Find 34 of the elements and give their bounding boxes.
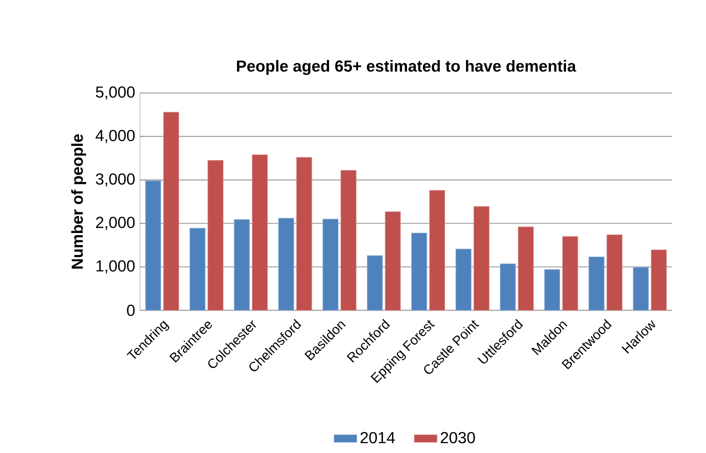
bar [322, 218, 338, 311]
y-tick-label: 1,000 [96, 260, 135, 274]
bar [384, 211, 401, 311]
bar [650, 250, 667, 311]
y-tick-label: 3,000 [96, 173, 135, 187]
bar [252, 154, 268, 311]
bar [296, 157, 312, 311]
bar [340, 170, 356, 311]
y-tick-label: 5,000 [96, 86, 135, 100]
bar [208, 160, 224, 311]
bar [411, 232, 428, 311]
y-tick-label: 2,000 [96, 216, 135, 230]
legend-label: 2030 [440, 432, 475, 444]
bar [429, 190, 446, 311]
bar [562, 236, 578, 311]
bar [500, 264, 516, 311]
bar [518, 226, 534, 311]
y-tick-label: 0 [127, 304, 135, 316]
bar [163, 112, 180, 311]
bar [456, 248, 472, 311]
bar [278, 218, 294, 311]
bar [632, 267, 649, 311]
y-tick-label: 4,000 [96, 130, 135, 144]
y-axis-title: Number of people [71, 134, 86, 269]
bar [606, 234, 622, 311]
bar [366, 255, 383, 311]
bar [190, 228, 206, 311]
bar [474, 206, 490, 311]
bar [234, 219, 250, 311]
chart-title: People aged 65+ estimated to have dementia [237, 60, 576, 75]
bar [588, 256, 604, 311]
legend-label: 2014 [360, 432, 395, 444]
bar [544, 269, 560, 311]
bar [145, 180, 162, 311]
